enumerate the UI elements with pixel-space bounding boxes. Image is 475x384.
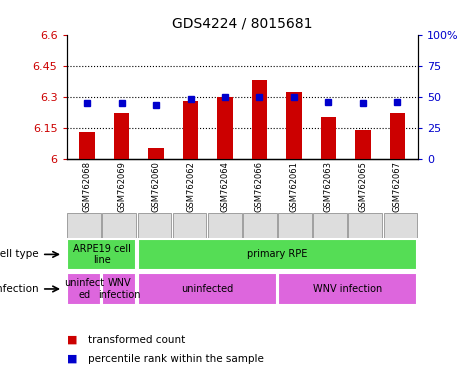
Text: infection: infection — [0, 284, 38, 294]
Bar — [79, 132, 95, 159]
Text: ■: ■ — [66, 354, 77, 364]
Text: ARPE19 cell
line: ARPE19 cell line — [73, 243, 131, 265]
Bar — [137, 273, 277, 305]
Text: WNV infection: WNV infection — [313, 284, 382, 294]
Bar — [278, 273, 418, 305]
Bar — [172, 213, 207, 238]
Bar — [148, 148, 164, 159]
Bar — [321, 117, 336, 159]
Text: ■: ■ — [66, 335, 77, 345]
Bar — [390, 113, 405, 159]
Bar — [67, 213, 101, 238]
Bar — [114, 113, 129, 159]
Text: uninfected: uninfected — [181, 284, 233, 294]
Bar — [252, 80, 267, 159]
Bar — [67, 273, 101, 305]
Text: uninfect
ed: uninfect ed — [64, 278, 104, 300]
Bar — [278, 213, 312, 238]
Bar — [208, 213, 242, 238]
Text: percentile rank within the sample: percentile rank within the sample — [88, 354, 264, 364]
Bar — [137, 213, 171, 238]
Bar — [383, 213, 418, 238]
Bar — [313, 213, 347, 238]
Bar — [355, 130, 370, 159]
Text: primary RPE: primary RPE — [247, 249, 308, 260]
Bar — [102, 273, 136, 305]
Bar — [102, 213, 136, 238]
Text: WNV
infection: WNV infection — [98, 278, 141, 300]
Bar — [137, 239, 418, 270]
Text: transformed count: transformed count — [88, 335, 185, 345]
Bar — [243, 213, 277, 238]
Bar — [217, 97, 233, 159]
Text: cell type: cell type — [0, 249, 38, 260]
Bar — [67, 239, 136, 270]
Bar — [286, 93, 302, 159]
Bar — [183, 101, 199, 159]
Bar — [348, 213, 382, 238]
Title: GDS4224 / 8015681: GDS4224 / 8015681 — [172, 17, 313, 31]
